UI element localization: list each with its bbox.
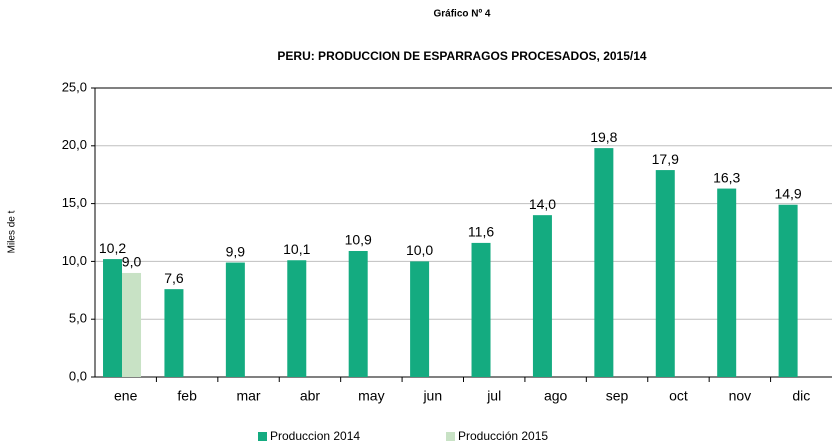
bar <box>532 215 552 377</box>
data-label: 14,9 <box>774 185 801 201</box>
bar <box>348 250 368 377</box>
bar <box>287 260 307 377</box>
data-label: 10,2 <box>99 240 126 256</box>
data-label: 7,6 <box>164 270 184 286</box>
y-tick-label: 25,0 <box>62 79 87 94</box>
bar <box>164 289 184 377</box>
data-label: 9,0 <box>122 254 142 270</box>
bar <box>122 272 142 377</box>
chart-title: Gráfico Nº 4 <box>433 9 490 20</box>
y-tick-label: 0,0 <box>69 368 87 383</box>
bar <box>717 188 737 377</box>
x-tick-label: abr <box>300 388 321 404</box>
data-label: 16,3 <box>713 169 740 185</box>
bar <box>655 170 675 377</box>
x-tick-label: feb <box>177 388 197 404</box>
y-tick-label: 15,0 <box>62 195 87 210</box>
x-tick-label: jul <box>486 388 501 404</box>
y-tick-label: 20,0 <box>62 137 87 152</box>
legend-label: Produccion 2014 <box>270 429 360 443</box>
data-label: 10,1 <box>283 241 310 257</box>
x-tick-label: ene <box>114 388 138 404</box>
data-label: 14,0 <box>529 196 556 212</box>
legend-label: Producción 2015 <box>458 429 548 443</box>
x-tick-label: ago <box>544 388 568 404</box>
x-tick-label: dic <box>792 388 810 404</box>
data-label: 11,6 <box>468 224 494 240</box>
y-axis-label: Miles de t <box>7 210 18 253</box>
x-tick-label: oct <box>669 388 688 404</box>
x-tick-label: jun <box>422 388 442 404</box>
data-label: 9,9 <box>226 243 246 259</box>
bar <box>778 204 798 377</box>
bar <box>410 261 430 377</box>
data-label: 10,0 <box>406 242 433 258</box>
y-tick-label: 5,0 <box>69 311 87 326</box>
bar <box>225 262 245 377</box>
bar <box>594 148 614 377</box>
data-label: 17,9 <box>652 151 679 167</box>
bar <box>471 242 491 377</box>
x-tick-label: mar <box>236 388 260 404</box>
legend-swatch <box>446 432 455 441</box>
bar <box>103 259 123 377</box>
x-tick-label: may <box>358 388 384 404</box>
data-label: 10,9 <box>345 232 372 248</box>
legend-swatch <box>258 432 267 441</box>
y-tick-label: 10,0 <box>62 253 87 268</box>
chart-subtitle: PERU: PRODUCCION DE ESPARRAGOS PROCESADO… <box>277 49 647 63</box>
x-tick-label: nov <box>729 388 752 404</box>
x-tick-label: sep <box>606 388 629 404</box>
data-label: 19,8 <box>590 129 617 145</box>
